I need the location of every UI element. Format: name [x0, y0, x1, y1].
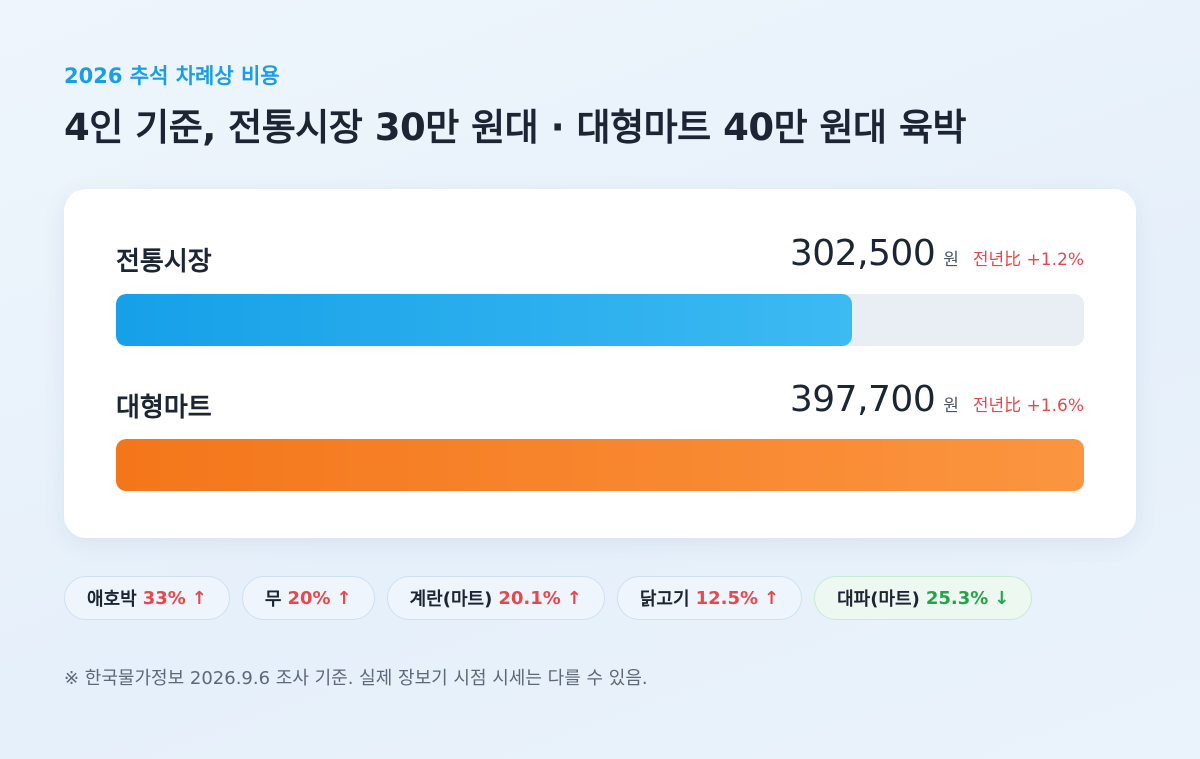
bar-yoy-large-mart: 전년比 +1.6%: [972, 396, 1084, 416]
chip-percent: 12.5%: [695, 587, 759, 609]
bar-value-group-large-mart: 397,700 원 전년比 +1.6%: [790, 379, 1084, 420]
chip-name: 애호박: [87, 589, 137, 610]
chip-name: 계란(마트): [409, 589, 493, 610]
bar-track-traditional-market: [116, 294, 1084, 346]
bar-track-large-mart: [116, 439, 1084, 491]
bar-unit-large-mart: 원: [943, 396, 959, 416]
chart-eyebrow: 2026 추석 차례상 비용: [64, 64, 280, 88]
chip-percent: 25.3%: [925, 587, 989, 609]
chip-name: 닭고기: [639, 589, 690, 610]
chip-name: 무: [264, 589, 282, 610]
chip-egg-mart: 계란(마트) 20.1% ↑: [386, 576, 605, 620]
bar-large-mart: [116, 439, 1084, 491]
bar-traditional-market: [116, 294, 853, 346]
chip-percent: 20%: [287, 587, 331, 609]
bar-label-traditional-market: 전통시장: [116, 247, 212, 277]
chip-percent: 33%: [142, 587, 186, 609]
chip-percent: 20.1%: [498, 587, 561, 609]
arrow-up-icon: ↑: [566, 587, 582, 609]
bar-value-traditional-market: 302,500: [789, 233, 936, 274]
chip-chicken: 닭고기 12.5% ↑: [616, 576, 803, 620]
chip-green-onion-mart: 대파(마트) 25.3% ↓: [814, 576, 1033, 620]
chip-name: 대파(마트): [837, 589, 920, 610]
bar-label-large-mart: 대형마트: [116, 393, 212, 423]
arrow-up-icon: ↑: [191, 587, 207, 609]
arrow-up-icon: ↑: [336, 587, 352, 609]
bar-value-group-traditional-market: 302,500 원 전년比 +1.2%: [790, 233, 1084, 274]
footnote: ※ 한국물가정보 2026.9.6 조사 기준. 실제 장보기 시점 시세는 다…: [64, 668, 648, 689]
chip-radish: 무 20% ↑: [241, 576, 375, 620]
bar-value-large-mart: 397,700: [789, 379, 936, 420]
chip-zucchini: 애호박 33% ↑: [64, 576, 230, 620]
bar-chart-card: 전통시장 302,500 원 전년比 +1.2% 대형마트 397,700 원 …: [64, 189, 1136, 538]
chart-headline: 4인 기준, 전통시장 30만 원대 · 대형마트 40만 원대 육박: [64, 106, 967, 149]
price-change-chips: 애호박 33% ↑ 무 20% ↑ 계란(마트) 20.1% ↑ 닭고기 12.…: [64, 576, 1033, 620]
bar-yoy-traditional-market: 전년比 +1.2%: [972, 250, 1084, 270]
arrow-up-icon: ↑: [764, 587, 780, 609]
bar-unit-traditional-market: 원: [943, 250, 959, 270]
arrow-down-icon: ↓: [994, 587, 1010, 609]
